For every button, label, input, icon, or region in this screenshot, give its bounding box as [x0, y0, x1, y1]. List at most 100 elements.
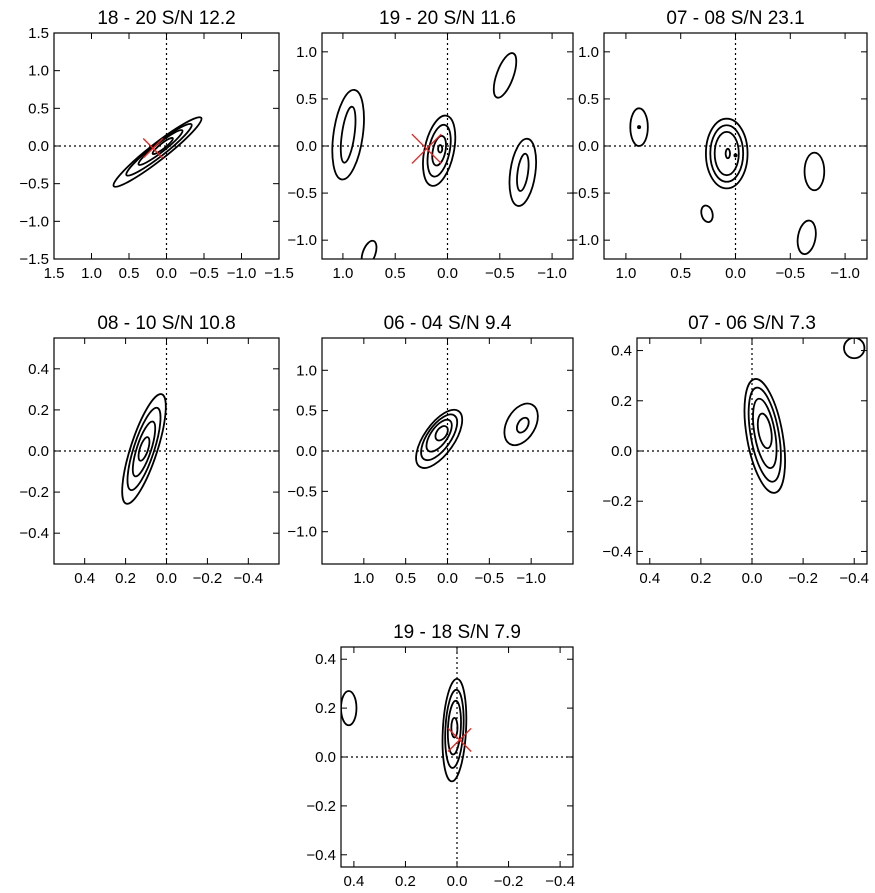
y-tick-label: 0.2 — [28, 402, 49, 419]
contour-line — [425, 418, 453, 453]
x-tick-label: −0.5 — [189, 265, 219, 282]
y-tick-label: −1.0 — [287, 524, 317, 541]
contour-line — [743, 378, 786, 494]
y-tick-label: −1.5 — [19, 251, 49, 268]
x-tick-label: −0.5 — [475, 570, 505, 587]
contour-line — [629, 107, 649, 147]
contour-line — [724, 147, 731, 160]
y-tick-label: −0.2 — [306, 798, 336, 815]
y-tick-label: −0.2 — [19, 484, 49, 501]
x-tick-label: 0.0 — [156, 265, 177, 282]
contour-line — [126, 406, 162, 492]
contour-line — [756, 412, 773, 450]
y-tick-label: 0.2 — [315, 700, 336, 717]
y-tick-label: −0.5 — [287, 483, 317, 500]
x-tick-label: 0.0 — [156, 570, 177, 587]
y-tick-label: 0.0 — [296, 138, 317, 155]
contour-line — [700, 204, 714, 224]
y-tick-label: 0.0 — [28, 138, 49, 155]
contour-line — [121, 393, 167, 505]
contour-line — [444, 688, 465, 769]
panel-title: 19 - 20 S/N 11.6 — [379, 8, 516, 29]
x-tick-label: −0.4 — [234, 570, 264, 587]
contour-line — [441, 677, 468, 783]
contour-panel: 1.0 0.5 0.0 −0.5 −1.0 −1.0 −0.5 0.0 0.5 1.0 06 - 0… — [287, 313, 574, 587]
y-tick-label: 0.0 — [296, 443, 317, 460]
contour-line — [420, 413, 459, 462]
y-tick-label: 1.0 — [28, 63, 49, 80]
contour-line — [415, 408, 464, 469]
y-tick-label: −0.4 — [19, 525, 49, 542]
x-tick-label: −1.5 — [264, 265, 294, 282]
y-tick-label: −0.2 — [602, 493, 632, 510]
x-tick-label: 0.0 — [437, 570, 458, 587]
y-tick-label: 0.5 — [296, 91, 317, 108]
contour-line — [515, 416, 530, 434]
cross-marker — [411, 133, 442, 164]
contour-line — [112, 116, 203, 188]
x-tick-label: 0.0 — [742, 570, 763, 587]
contour-line — [503, 402, 539, 447]
y-tick-label: 0.5 — [28, 100, 49, 117]
panel-title: 06 - 04 S/N 9.4 — [384, 313, 512, 334]
panel-title: 07 - 08 S/N 23.1 — [666, 8, 804, 29]
contour-line — [360, 239, 378, 259]
x-tick-label: −0.4 — [839, 570, 869, 587]
y-tick-label: 0.0 — [578, 138, 599, 155]
x-tick-label: −1.0 — [516, 570, 546, 587]
plot-area — [341, 647, 573, 867]
cross-marker — [447, 727, 472, 752]
contour-panel: 0.4 0.2 0.0 −0.2 −0.4 −0.4 −0.2 0.0 0.2 0.4 08 - 1… — [19, 313, 280, 587]
contour-line — [125, 122, 193, 177]
y-tick-label: 0.4 — [28, 361, 49, 378]
plot-area — [54, 338, 279, 564]
x-tick-label: 1.0 — [81, 265, 102, 282]
panel-title: 08 - 10 S/N 10.8 — [97, 313, 235, 334]
x-tick-label: −1.0 — [227, 265, 257, 282]
plot-area — [604, 33, 867, 259]
y-tick-label: 0.4 — [315, 651, 336, 668]
panel-title: 19 - 18 S/N 7.9 — [393, 622, 521, 643]
contour-line — [843, 338, 866, 360]
x-tick-label: 0.0 — [437, 265, 458, 282]
x-tick-label: 0.2 — [395, 873, 416, 890]
x-tick-label: 0.2 — [690, 570, 711, 587]
contour-line — [705, 117, 749, 190]
x-tick-label: 0.5 — [395, 570, 416, 587]
contour-line — [796, 219, 817, 256]
contour-line — [492, 52, 518, 99]
contour-line — [709, 124, 745, 183]
contour-line — [151, 136, 174, 156]
y-tick-label: 0.5 — [578, 91, 599, 108]
contour-line — [516, 152, 530, 192]
x-tick-label: −0.4 — [545, 873, 575, 890]
y-tick-label: −0.4 — [602, 543, 632, 560]
x-tick-label: 0.2 — [115, 570, 136, 587]
x-tick-label: 0.5 — [670, 265, 691, 282]
contour-line — [131, 420, 157, 478]
cross-marker — [142, 138, 164, 159]
x-tick-label: −0.5 — [775, 265, 805, 282]
y-tick-label: −1.0 — [287, 232, 317, 249]
contour-panel: 1.5 1.0 0.5 0.0 −0.5 −1.0 −1.5 −1.5 −1.0 −0.5 0.0 0… — [19, 8, 293, 282]
contour-line — [331, 88, 365, 181]
contour-panel: 0.4 0.2 0.0 −0.2 −0.4 −0.4 −0.2 0.0 0.2 0.4 19 - 1… — [306, 622, 575, 890]
contour-line — [450, 716, 459, 739]
contour-line — [426, 123, 452, 178]
y-tick-label: 1.0 — [578, 44, 599, 61]
y-tick-label: 0.4 — [611, 343, 632, 360]
y-tick-label: 1.0 — [296, 362, 317, 379]
plot-area — [54, 33, 279, 259]
x-tick-label: 0.0 — [447, 873, 468, 890]
y-tick-label: −1.0 — [569, 232, 599, 249]
x-tick-label: −1.0 — [830, 265, 860, 282]
x-tick-label: −0.2 — [494, 873, 524, 890]
y-tick-label: 0.2 — [611, 393, 632, 410]
contour-line — [713, 130, 740, 177]
contour-panel: 0.4 0.2 0.0 −0.2 −0.4 −0.4 −0.2 0.0 0.2 0.4 07 - 0… — [602, 313, 869, 587]
x-tick-label: −0.2 — [788, 570, 818, 587]
contour-line — [508, 137, 537, 207]
contour-line — [137, 129, 184, 166]
x-tick-label: 0.5 — [119, 265, 140, 282]
x-tick-label: 0.4 — [639, 570, 660, 587]
